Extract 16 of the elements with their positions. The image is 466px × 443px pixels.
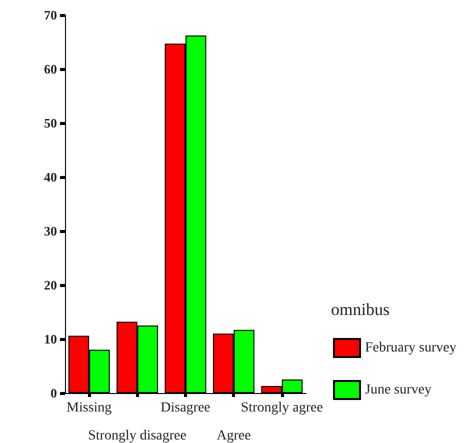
y-tick-label: 50: [44, 116, 57, 130]
y-tick-label: 30: [44, 224, 57, 238]
y-tick-label: 40: [44, 170, 57, 184]
x-tick-label: Strongly disagree: [88, 428, 186, 443]
legend-label: June survey: [365, 382, 432, 398]
x-tick-label: Strongly agree: [240, 400, 323, 416]
x-tick-label: Disagree: [160, 400, 210, 416]
y-tick-label: 0: [50, 386, 57, 400]
x-tick-label: Missing: [66, 400, 112, 416]
y-tick-label: 10: [44, 332, 57, 346]
y-tick-label: 70: [44, 8, 57, 22]
legend-label: February survey: [365, 340, 456, 356]
y-tick-label: 60: [44, 62, 57, 76]
x-tick-label: Agree: [216, 428, 251, 443]
y-tick-label: 20: [44, 278, 57, 292]
legend-title: omnibus: [331, 300, 390, 319]
